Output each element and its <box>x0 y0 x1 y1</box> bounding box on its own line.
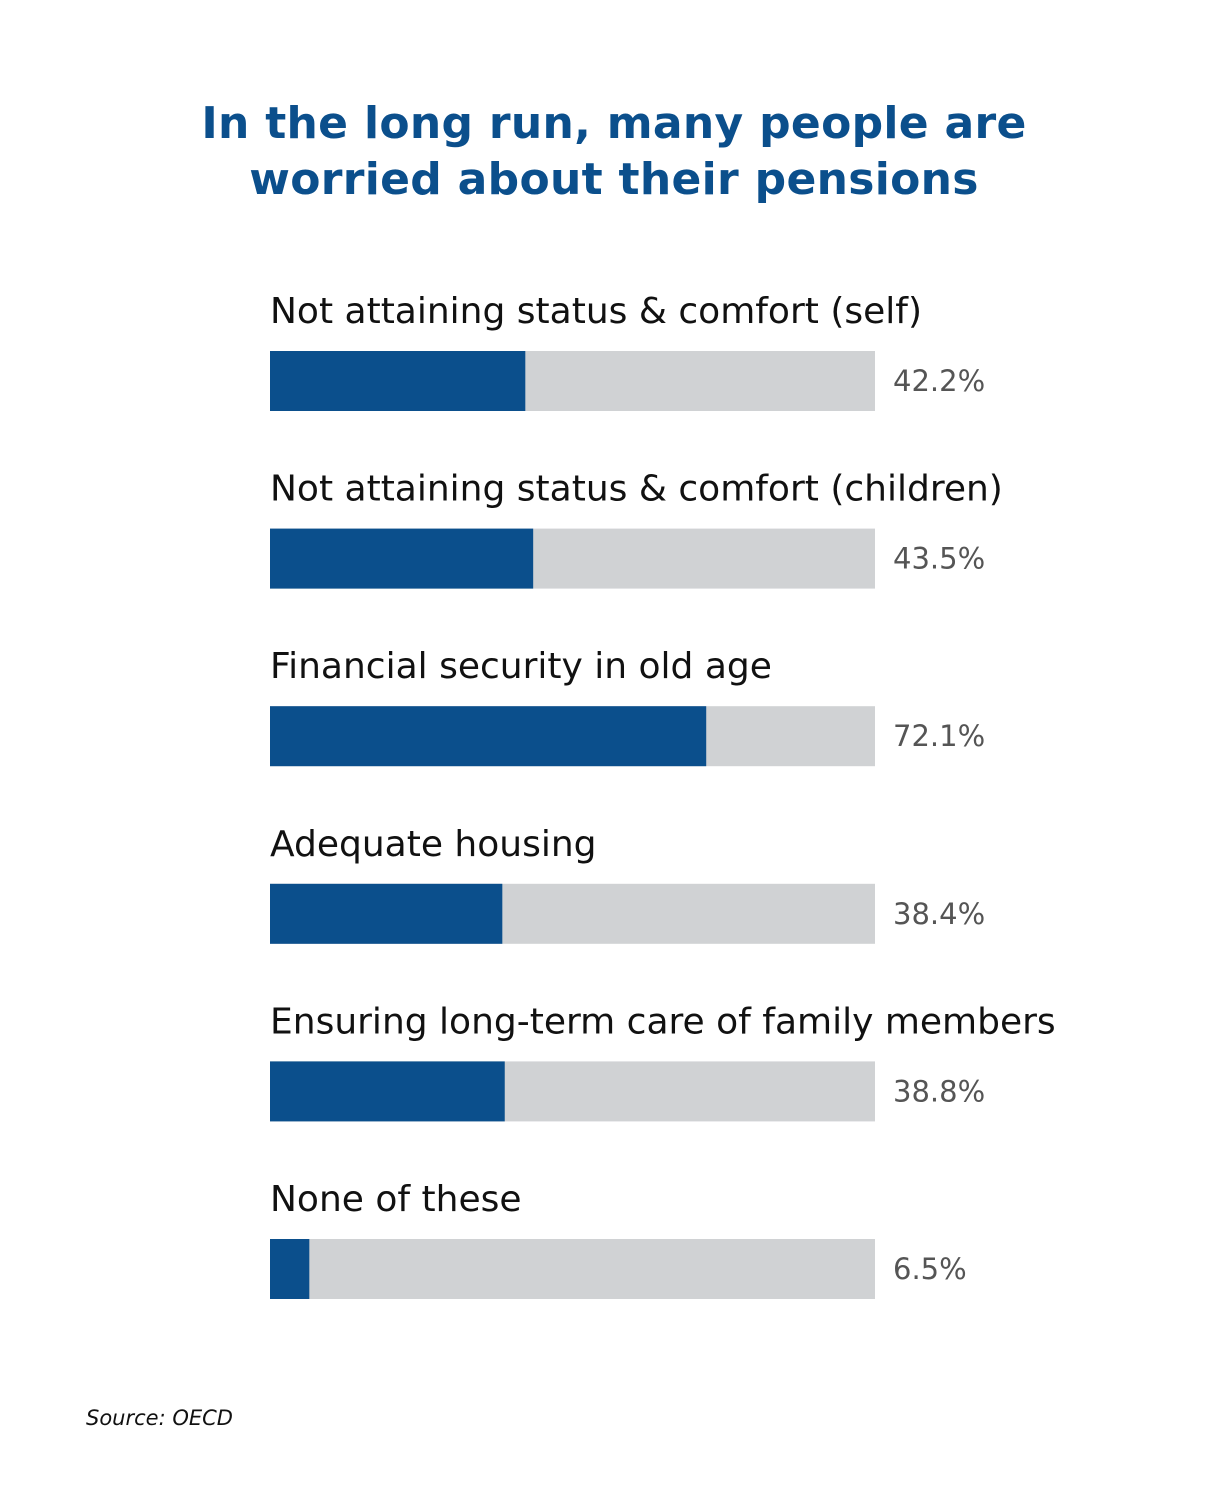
bar-row: Not attaining status & comfort (children… <box>270 469 1003 589</box>
value-label: 42.2% <box>893 364 985 398</box>
category-label: Ensuring long-term care of family member… <box>270 1001 1056 1042</box>
chart-title-line-2: worried about their pensions <box>249 154 979 205</box>
bar-row: Financial security in old age 72.1% <box>270 646 985 767</box>
chart-title-line-1: In the long run, many people are <box>201 98 1027 149</box>
category-label: None of these <box>270 1179 522 1220</box>
bar-row: Ensuring long-term care of family member… <box>270 1001 1056 1122</box>
value-label: 72.1% <box>893 719 985 753</box>
value-label: 43.5% <box>893 542 985 576</box>
category-label: Not attaining status & comfort (self) <box>270 291 922 332</box>
category-label: Financial security in old age <box>270 646 772 687</box>
bar <box>270 1239 310 1299</box>
bar-row: Not attaining status & comfort (self) 42.… <box>270 291 985 411</box>
bar <box>270 528 534 589</box>
category-label: Adequate housing <box>270 824 597 865</box>
bar <box>270 883 503 944</box>
bar-row: None of these 6.5% <box>270 1179 967 1299</box>
value-label: 38.4% <box>893 897 985 931</box>
bar-track <box>270 1239 875 1299</box>
category-label: Not attaining status & comfort (children… <box>270 469 1003 510</box>
source-note: Source: OECD <box>86 1406 233 1430</box>
bar <box>270 1061 505 1122</box>
chart-title: In the long run, many people are worried… <box>0 96 1228 208</box>
value-label: 6.5% <box>893 1252 967 1286</box>
bar <box>270 706 707 767</box>
bar <box>270 351 526 411</box>
value-label: 38.8% <box>893 1074 985 1108</box>
bar-row: Adequate housing 38.4% <box>270 824 985 944</box>
